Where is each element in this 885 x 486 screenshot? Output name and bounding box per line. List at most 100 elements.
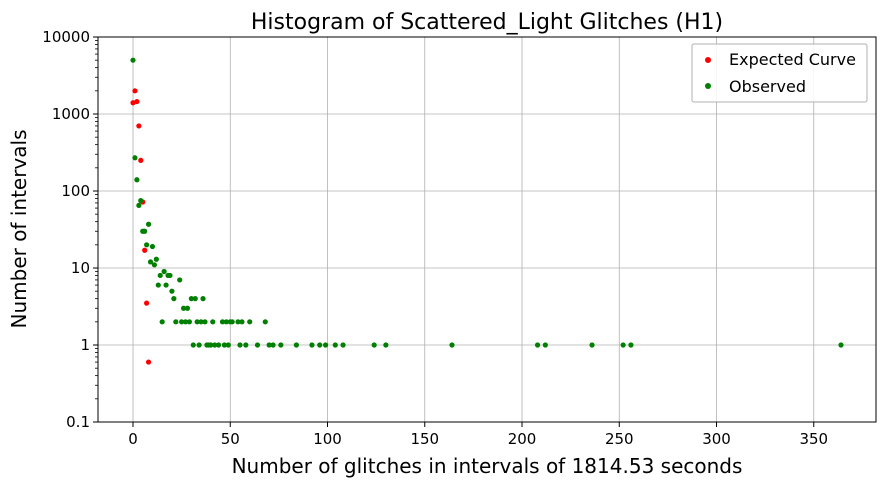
observed-point bbox=[153, 256, 159, 262]
legend: Expected Curve Observed bbox=[691, 43, 868, 103]
observed-point bbox=[171, 296, 177, 302]
observed-point bbox=[144, 242, 150, 248]
legend-marker-observed bbox=[705, 83, 711, 89]
observed-point bbox=[184, 305, 191, 311]
observed-point bbox=[161, 268, 167, 275]
observed-point bbox=[169, 288, 175, 294]
observed-point bbox=[221, 342, 228, 348]
observed-point bbox=[142, 228, 148, 234]
observed-point bbox=[157, 272, 163, 279]
observed-point bbox=[309, 342, 315, 348]
data-points bbox=[130, 57, 844, 365]
expected-point bbox=[142, 247, 148, 253]
observed-point bbox=[208, 342, 214, 348]
observed-point bbox=[534, 342, 541, 348]
y-tick-label: 10000 bbox=[42, 28, 90, 46]
observed-point bbox=[210, 319, 216, 325]
chart-title: Histogram of Scattered_Light Glitches (H… bbox=[251, 10, 723, 35]
observed-point bbox=[239, 319, 245, 325]
observed-point bbox=[243, 342, 249, 348]
axis-ticks: 0 50 100 150 200 250 300 350 0.1 1 10 100 1000 10000 bbox=[42, 28, 828, 448]
observed-point bbox=[542, 342, 548, 348]
x-axis-title: Number of glitches in intervals of 1814.… bbox=[232, 454, 743, 478]
observed-point bbox=[145, 221, 152, 227]
observed-point bbox=[628, 342, 634, 348]
x-tick-label: 250 bbox=[605, 430, 634, 448]
observed-point bbox=[219, 319, 226, 325]
y-tick-label: 10 bbox=[71, 259, 90, 277]
observed-point bbox=[371, 342, 377, 348]
x-tick-label: 50 bbox=[221, 430, 240, 448]
observed-point bbox=[163, 282, 169, 288]
observed-point bbox=[200, 296, 206, 302]
expected-point bbox=[145, 359, 152, 365]
observed-point bbox=[190, 342, 196, 348]
observed-point bbox=[215, 342, 222, 348]
observed-point bbox=[130, 57, 136, 63]
observed-point bbox=[159, 319, 165, 325]
legend-label-expected: Expected Curve bbox=[729, 50, 856, 69]
y-tick-label: 0.1 bbox=[66, 413, 90, 431]
y-axis-title: Number of intervals bbox=[7, 129, 31, 328]
observed-point bbox=[196, 342, 202, 348]
observed-point bbox=[192, 296, 198, 302]
observed-point bbox=[383, 342, 389, 348]
observed-point bbox=[138, 198, 144, 204]
observed-point bbox=[173, 319, 179, 325]
observed-point bbox=[278, 342, 284, 348]
x-tick-label: 150 bbox=[410, 430, 439, 448]
observed-point bbox=[151, 262, 158, 268]
x-tick-label: 350 bbox=[799, 430, 828, 448]
legend-box bbox=[691, 43, 868, 103]
observed-point bbox=[186, 319, 193, 325]
observed-point bbox=[293, 342, 299, 348]
legend-label-observed: Observed bbox=[729, 77, 806, 96]
observed-point bbox=[136, 202, 142, 209]
y-tick-label: 1000 bbox=[52, 105, 90, 123]
expected-point bbox=[144, 300, 150, 306]
observed-point bbox=[317, 342, 323, 348]
observed-point bbox=[188, 296, 194, 302]
observed-point bbox=[155, 282, 161, 288]
plot-frame bbox=[97, 36, 877, 423]
legend-marker-expected bbox=[705, 57, 711, 63]
x-tick-label: 100 bbox=[313, 430, 342, 448]
observed-point bbox=[340, 342, 346, 348]
observed-point bbox=[332, 342, 338, 348]
y-tick-label: 100 bbox=[61, 182, 90, 200]
observed-point bbox=[177, 277, 183, 283]
x-tick-label: 300 bbox=[702, 430, 731, 448]
observed-point bbox=[147, 259, 154, 265]
expected-point bbox=[134, 98, 140, 105]
observed-point bbox=[229, 319, 235, 325]
observed-point bbox=[266, 342, 272, 348]
x-tick-label: 200 bbox=[508, 430, 537, 448]
expected-point bbox=[132, 88, 138, 94]
observed-point bbox=[134, 177, 140, 183]
y-tick-label: 1 bbox=[80, 336, 90, 354]
observed-point bbox=[262, 319, 268, 325]
observed-point bbox=[620, 342, 626, 348]
observed-point bbox=[179, 319, 185, 325]
observed-point bbox=[270, 342, 276, 348]
expected-point bbox=[136, 123, 142, 129]
observed-point bbox=[225, 342, 231, 348]
expected-point bbox=[138, 157, 144, 163]
observed-point bbox=[589, 342, 595, 348]
observed-point bbox=[182, 319, 189, 325]
observed-point bbox=[247, 319, 253, 325]
x-tick-label: 0 bbox=[128, 430, 138, 448]
observed-point bbox=[180, 305, 187, 311]
observed-point bbox=[838, 342, 844, 348]
observed-point bbox=[322, 342, 329, 348]
observed-point bbox=[202, 319, 208, 325]
observed-point bbox=[449, 342, 455, 348]
observed-point bbox=[149, 243, 156, 250]
observed-point bbox=[167, 272, 173, 279]
observed-point bbox=[132, 155, 138, 161]
observed-point bbox=[254, 342, 261, 348]
observed-point bbox=[212, 342, 218, 348]
observed-point bbox=[223, 319, 229, 325]
observed-point bbox=[237, 342, 243, 348]
